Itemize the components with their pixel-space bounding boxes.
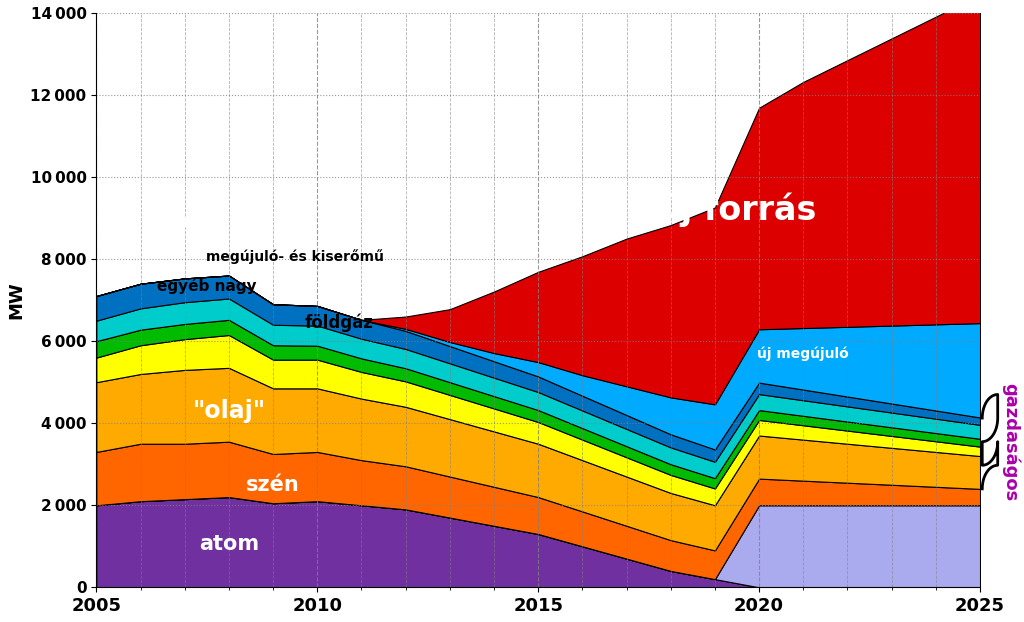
Text: atom: atom [199, 534, 259, 554]
Text: import: import [148, 213, 221, 231]
Text: "olaj": "olaj" [193, 399, 265, 423]
Text: megújuló- és kiserőmű: megújuló- és kiserőmű [206, 249, 384, 264]
Text: új megújuló: új megújuló [758, 346, 849, 361]
Text: szén: szén [246, 475, 300, 494]
Text: gazdaságos: gazdaságos [1001, 383, 1020, 501]
Text: egyéb nagy: egyéb nagy [157, 278, 257, 294]
Text: új forrás: új forrás [657, 193, 817, 227]
Text: földgáz: földgáz [305, 313, 374, 332]
Y-axis label: MW: MW [7, 281, 25, 319]
